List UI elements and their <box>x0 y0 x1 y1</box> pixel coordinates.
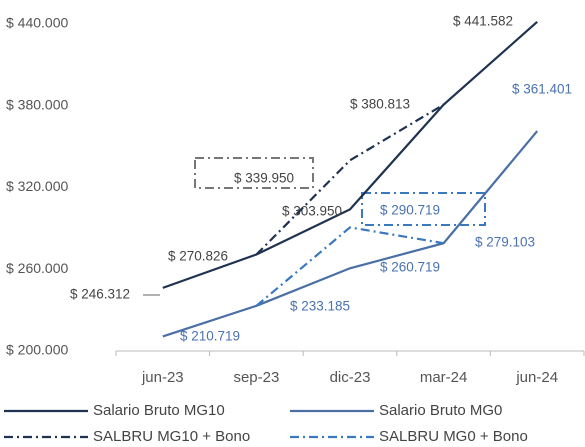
data-label: $ 260.719 <box>380 260 440 275</box>
y-tick-label: $ 320.000 <box>6 178 68 194</box>
annotation-box <box>194 157 314 189</box>
x-tick-label: jun-24 <box>515 369 558 386</box>
data-label: $ 279.103 <box>475 235 535 250</box>
annotation-box <box>361 192 486 226</box>
data-label: $ 246.312 <box>70 287 130 302</box>
legend-label: Salario Bruto MG0 <box>379 402 502 419</box>
series-line <box>162 21 538 289</box>
series-line <box>255 103 445 256</box>
data-label: $ 233.185 <box>290 299 350 314</box>
data-label: $ 290.719 <box>380 203 440 218</box>
legend-label: SALBRU MG10 + Bono <box>93 428 250 445</box>
y-tick-label: $ 260.000 <box>6 260 68 276</box>
data-label: $ 380.813 <box>350 97 410 112</box>
series-line <box>255 226 444 307</box>
data-label: $ 441.582 <box>453 14 513 29</box>
data-label: $ 210.719 <box>180 329 240 344</box>
y-tick-label: $ 440.000 <box>6 15 68 31</box>
x-tick-label: mar-24 <box>420 369 468 386</box>
legend-label: Salario Bruto MG10 <box>93 402 225 419</box>
data-label: $ 303.950 <box>282 204 342 219</box>
series-line <box>162 130 539 338</box>
y-tick-label: $ 200.000 <box>6 342 68 358</box>
data-label: $ 270.826 <box>168 249 228 264</box>
legend-label: SALBRU MG0 + Bono <box>379 428 528 445</box>
y-tick-label: $ 380.000 <box>6 96 68 112</box>
data-label: $ 339.950 <box>234 171 294 186</box>
x-tick-label: dic-23 <box>330 369 371 386</box>
x-tick-label: jun-23 <box>141 369 184 386</box>
x-tick-label: sep-23 <box>233 369 279 386</box>
data-label: $ 361.401 <box>512 82 572 97</box>
